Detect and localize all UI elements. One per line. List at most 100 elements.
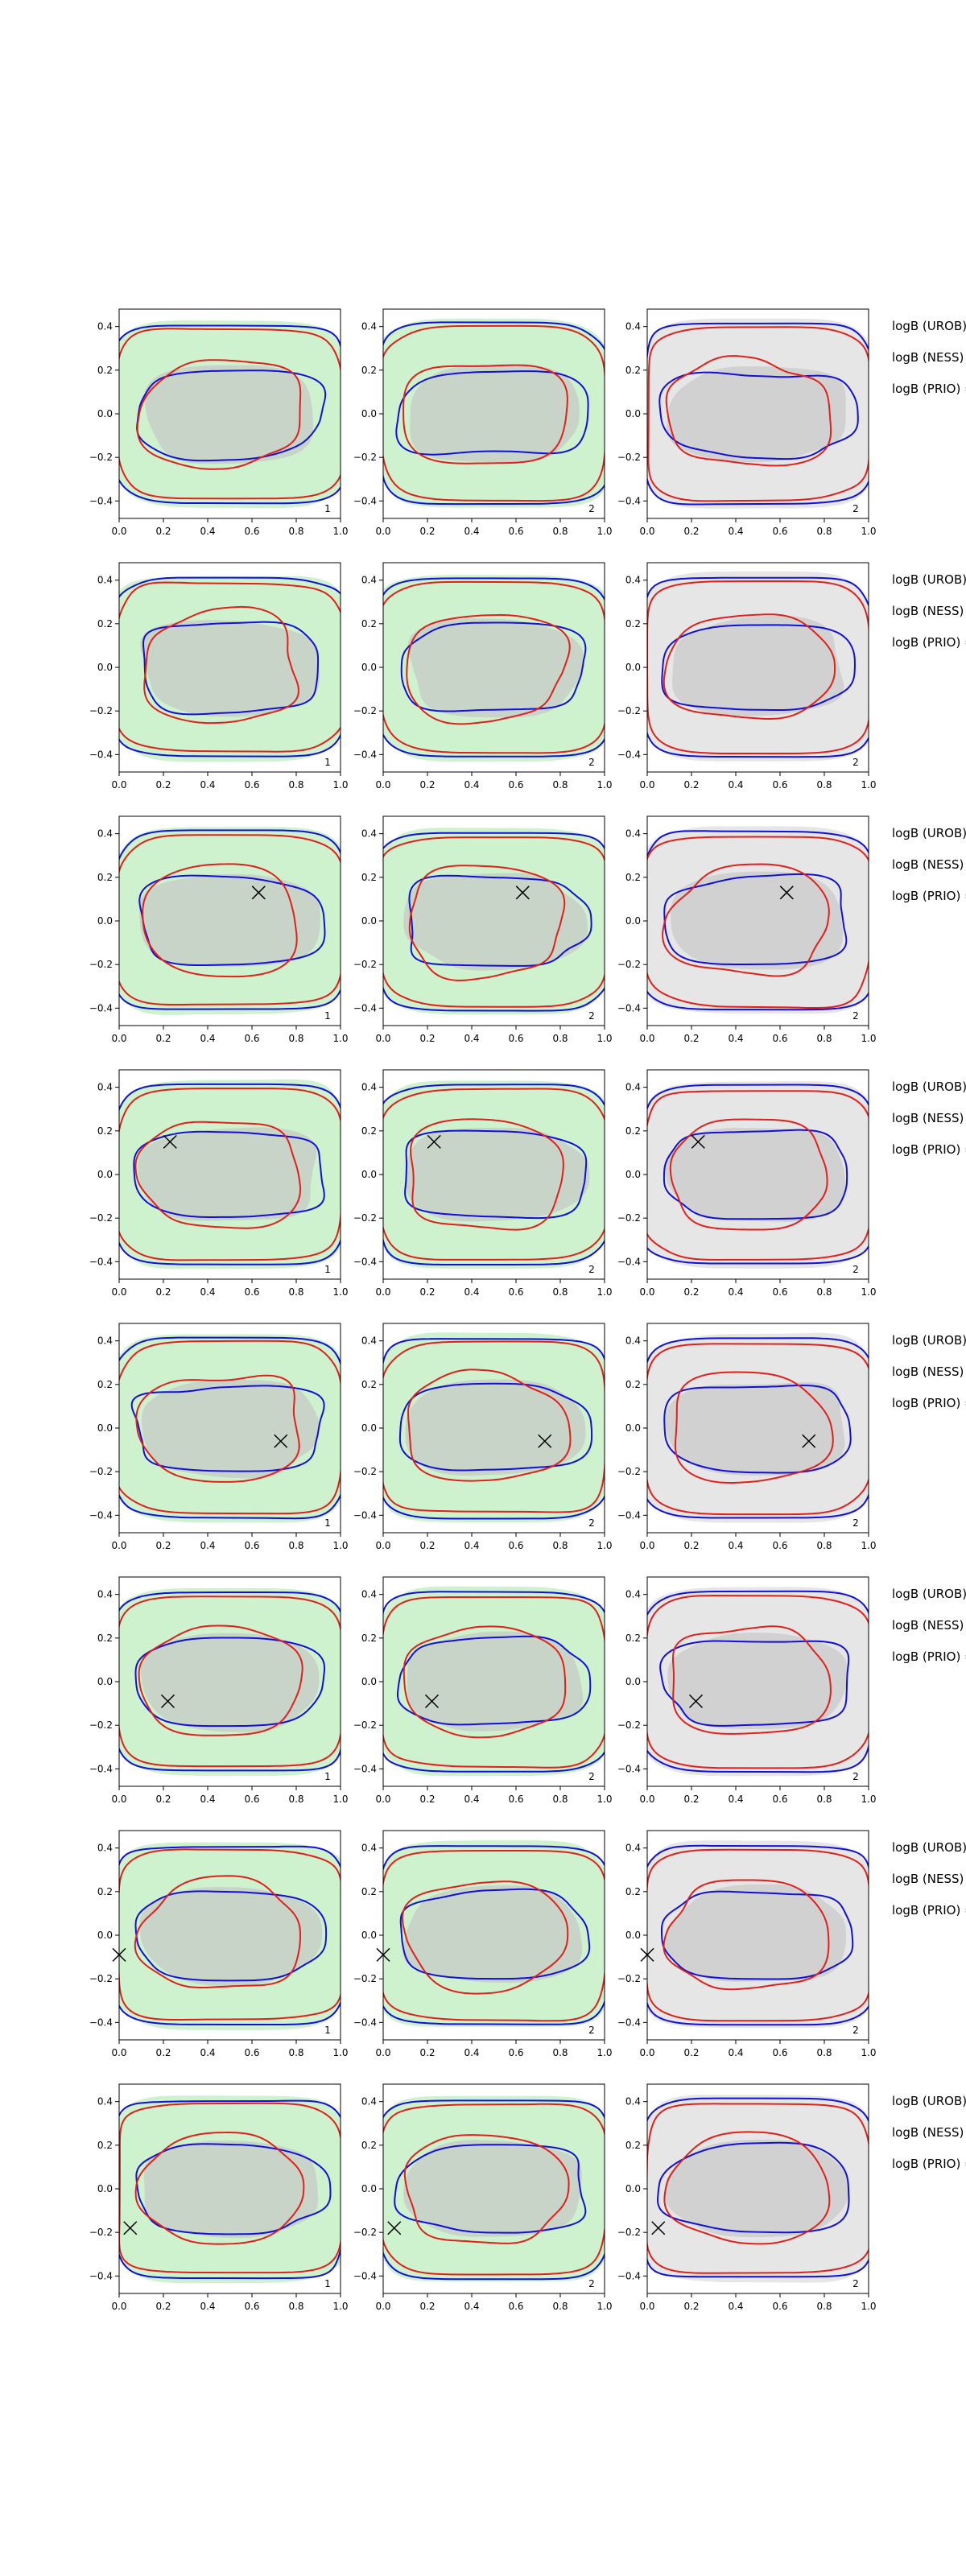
- x-tick-label: 0.6: [244, 1033, 259, 1044]
- y-tick-label: −0.4: [89, 749, 113, 760]
- red-contour-inner: [401, 1880, 569, 1995]
- y-tick-label: 0.0: [97, 1169, 113, 1180]
- x-tick-label: 0.6: [508, 2047, 523, 2058]
- panel-label: 2: [588, 2278, 595, 2289]
- y-tick-label: 0.2: [97, 1633, 113, 1644]
- density-core: [144, 365, 314, 464]
- legend-entry: logB (PRIO) =: [892, 889, 966, 903]
- y-tick-label: −0.4: [617, 2017, 641, 2028]
- x-tick-label: 0.8: [816, 2301, 832, 2312]
- blue-contour-outer: [647, 830, 869, 1011]
- y-tick-label: 0.4: [361, 1082, 377, 1093]
- density-core: [407, 618, 584, 718]
- x-tick-label: 0.0: [111, 779, 126, 791]
- y-tick-label: −0.2: [617, 2227, 641, 2238]
- y-tick-label: −0.2: [89, 1212, 113, 1224]
- x-tick-label: 0.4: [728, 2047, 743, 2058]
- panel-label: 2: [852, 1771, 859, 1782]
- x-tick-label: 1.0: [597, 1286, 612, 1298]
- x-tick-label: 0.4: [200, 526, 215, 537]
- y-tick-label: 0.0: [97, 1930, 113, 1941]
- legend-entry: logB (PRIO) =: [892, 635, 966, 650]
- density-core: [664, 1884, 847, 1982]
- panel-label: 2: [588, 1517, 595, 1529]
- x-tick-label: 1.0: [332, 1286, 348, 1298]
- x-marker: [688, 1694, 704, 1708]
- y-tick-label: 0.0: [361, 1676, 377, 1687]
- red-contour-inner: [142, 863, 298, 978]
- x-tick-label: 1.0: [332, 2047, 348, 2058]
- x-tick-label: 0.2: [683, 1286, 699, 1298]
- x-tick-label: 0.6: [772, 1794, 787, 1805]
- y-tick-label: −0.4: [617, 1763, 641, 1774]
- x-tick-label: 0.4: [200, 1033, 215, 1044]
- x-marker: [123, 2221, 138, 2235]
- y-tick-label: 0.0: [97, 915, 113, 927]
- blue-contour-outer: [383, 1338, 605, 1520]
- row-1: 1 0.4 0.2 0.0 −0.2 −0.4 0.0 0.2 0.4 0.6 0.8 1.0 2 0.4…: [89, 308, 966, 537]
- panel-r6-c3: 2 0.4 0.2 0.0 −0.2 −0.4 0.0 0.2 0.4 0.6 0.8 1.0: [617, 1576, 877, 1805]
- panel-r4-c1: 1 0.4 0.2 0.0 −0.2 −0.4 0.0 0.2 0.4 0.6 0.8 1.0: [89, 1069, 349, 1298]
- x-tick-label: 1.0: [597, 1540, 612, 1551]
- x-tick-label: 0.2: [683, 526, 699, 537]
- y-tick-label: 0.4: [361, 828, 377, 840]
- y-tick-label: −0.2: [89, 2227, 113, 2238]
- y-tick-label: −0.4: [89, 1509, 113, 1521]
- blue-contour-outer: [119, 1845, 341, 2025]
- y-tick-label: 0.4: [625, 1335, 641, 1347]
- x-tick-label: 0.0: [375, 1794, 390, 1805]
- panel-label: 2: [852, 2025, 859, 2036]
- x-tick-label: 0.0: [111, 2301, 126, 2312]
- x-tick-label: 0.8: [816, 1033, 832, 1044]
- x-tick-label: 0.6: [772, 1286, 787, 1298]
- density-core: [410, 364, 580, 463]
- row-6: 1 0.4 0.2 0.0 −0.2 −0.4 0.0 0.2 0.4 0.6 0.8 1.0 2 0.4…: [89, 1576, 966, 1805]
- y-tick-label: 0.4: [97, 1589, 113, 1600]
- legend-entry: logB (NESS) =: [892, 350, 966, 365]
- blue-contour-outer: [119, 576, 341, 758]
- x-tick-label: 0.0: [639, 1794, 654, 1805]
- panel-r7-c1: 1 0.4 0.2 0.0 −0.2 −0.4 0.0 0.2 0.4 0.6 0.8 1.0: [89, 1830, 349, 2058]
- y-tick-label: 0.4: [97, 2096, 113, 2107]
- density-core: [672, 615, 844, 716]
- blue-contour-inner: [658, 371, 859, 460]
- x-marker: [160, 1694, 175, 1708]
- x-tick-label: 0.2: [155, 1033, 171, 1044]
- y-tick-label: −0.2: [617, 452, 641, 463]
- density-core: [407, 1631, 584, 1732]
- x-tick-label: 0.8: [552, 1540, 568, 1551]
- x-marker: [515, 886, 530, 900]
- panel-r1-c3: 2 0.4 0.2 0.0 −0.2 −0.4 0.0 0.2 0.4 0.6 0.8 1.0: [617, 308, 877, 537]
- x-tick-label: 0.6: [508, 1794, 523, 1805]
- legend-entry: logB (NESS) =: [892, 1618, 966, 1633]
- blue-contour-outer: [119, 1336, 341, 1520]
- blue-contour-outer: [119, 829, 341, 1010]
- y-tick-label: −0.4: [89, 2017, 113, 2028]
- x-tick-label: 0.2: [155, 1794, 171, 1805]
- y-tick-label: 0.2: [361, 1379, 377, 1390]
- x-tick-label: 0.2: [419, 1794, 435, 1805]
- panel-label: 1: [324, 2278, 331, 2289]
- red-contour-outer: [383, 1340, 605, 1513]
- density-core: [667, 1633, 848, 1729]
- red-contour-inner: [134, 1875, 302, 1989]
- x-tick-label: 0.2: [155, 2047, 171, 2058]
- x-tick-label: 1.0: [332, 1033, 348, 1044]
- y-tick-label: 0.4: [361, 1589, 377, 1600]
- y-tick-label: 0.2: [361, 872, 377, 883]
- panel-label: 2: [852, 1517, 859, 1529]
- density-core: [665, 2140, 849, 2238]
- row-8: 1 0.4 0.2 0.0 −0.2 −0.4 0.0 0.2 0.4 0.6 0.8 1.0 2 0.4…: [89, 2083, 966, 2312]
- x-tick-label: 0.2: [419, 1033, 435, 1044]
- y-tick-label: −0.2: [353, 705, 377, 716]
- panel-label: 2: [852, 1010, 859, 1022]
- legend-entry: logB (UROB) =: [892, 319, 966, 333]
- x-tick-label: 0.6: [244, 1540, 259, 1551]
- y-tick-label: 0.2: [625, 1379, 641, 1390]
- x-tick-label: 0.8: [552, 1286, 568, 1298]
- panel-r2-c3: 2 0.4 0.2 0.0 −0.2 −0.4 0.0 0.2 0.4 0.6 0.8 1.0: [617, 562, 877, 791]
- y-tick-label: 0.4: [97, 1843, 113, 1854]
- panel-r1-c2: 2 0.4 0.2 0.0 −0.2 −0.4 0.0 0.2 0.4 0.6 0.8 1.0: [353, 308, 613, 537]
- x-tick-label: 0.6: [772, 2301, 787, 2312]
- y-tick-label: −0.2: [89, 1466, 113, 1477]
